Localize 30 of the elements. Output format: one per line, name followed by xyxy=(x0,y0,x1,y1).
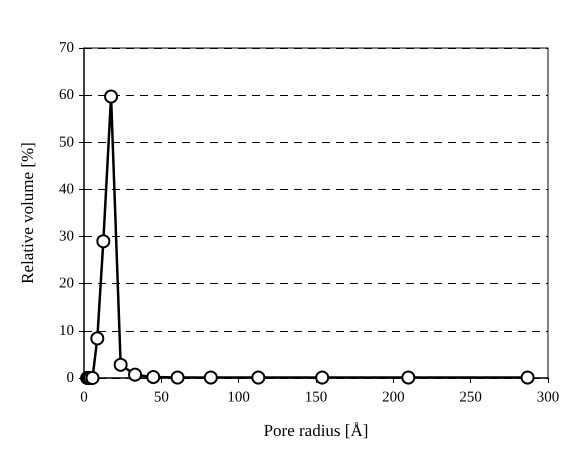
x-tick-label: 300 xyxy=(536,390,560,406)
y-tick-label: 30 xyxy=(59,228,74,245)
point xyxy=(146,370,160,384)
point xyxy=(104,90,118,104)
point xyxy=(315,370,330,385)
y-tick-label: 50 xyxy=(59,134,74,150)
x-tick-label: 150 xyxy=(304,390,328,406)
y-tick-label: 10 xyxy=(59,322,74,339)
x-tick-label: 200 xyxy=(382,390,405,406)
x-tick-label: 50 xyxy=(154,390,169,406)
x-tick-label: 0 xyxy=(80,390,88,406)
point xyxy=(401,370,416,385)
x-tick-label: 250 xyxy=(459,390,482,406)
y-axis-title: Relative volume [%] xyxy=(18,142,37,284)
y-tick-label: 60 xyxy=(59,87,74,104)
y-tick-label: 20 xyxy=(59,276,74,292)
y-tick-label: 70 xyxy=(59,40,74,56)
point xyxy=(96,234,110,248)
point xyxy=(86,371,100,385)
x-tick-label: 100 xyxy=(227,390,250,406)
point xyxy=(204,370,218,385)
point xyxy=(520,370,535,385)
point xyxy=(90,331,104,346)
point xyxy=(114,358,128,372)
point xyxy=(170,370,185,385)
x-axis-title: Pore radius [Å] xyxy=(264,421,368,440)
point xyxy=(128,368,142,382)
y-tick-label: 0 xyxy=(66,370,74,386)
y-tick-label: 40 xyxy=(59,181,74,198)
point xyxy=(251,370,266,385)
